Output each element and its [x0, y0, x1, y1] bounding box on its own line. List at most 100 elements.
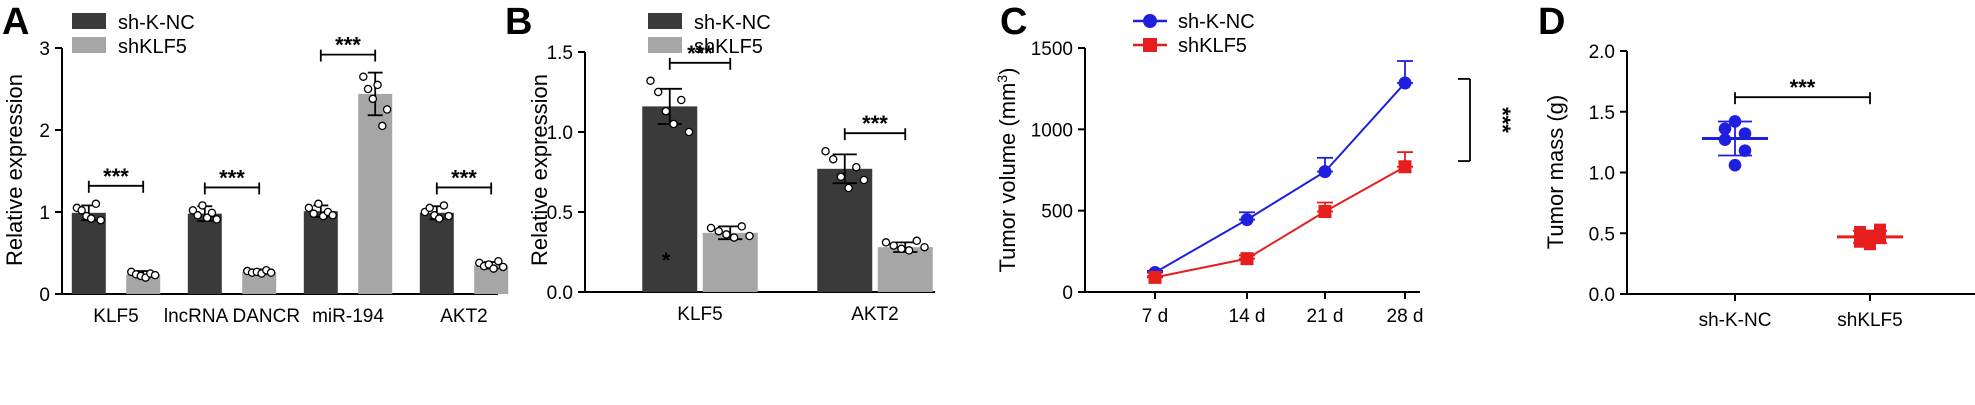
panel-a-data-point — [77, 206, 86, 215]
panel-a-data-point — [86, 214, 96, 223]
panel-a-significance-label: *** — [451, 165, 477, 190]
panel-a-ylabel: Relative expression — [2, 74, 27, 266]
panel-c-ylabel-text: Tumor volume (mm — [995, 83, 1020, 273]
legend-c-marker-shklf5 — [1143, 38, 1157, 52]
panel-b-data-point — [904, 246, 914, 255]
panel-a-data-point — [212, 215, 221, 224]
legend-a-swatch-sh-k-nc — [72, 13, 106, 29]
panel-b-data-point — [677, 95, 686, 105]
panel-b-data-point — [669, 119, 678, 129]
panel-b-data-point — [920, 242, 929, 252]
panel-c-marker-sh-k-nc — [1318, 165, 1332, 179]
panel-letter-a: A — [2, 1, 29, 43]
panel-a-data-point — [304, 203, 314, 213]
panel-b-data-point — [836, 172, 846, 182]
panel-d-point-sh-k-nc — [1728, 158, 1742, 172]
panel-b-data-point — [881, 238, 891, 247]
panel-a-y-tick-label: 2 — [39, 121, 50, 142]
panel-d-x-tick-label: shKLF5 — [1837, 310, 1902, 331]
legend-b-label-sh-k-nc: sh-K-NC — [694, 12, 771, 34]
panel-b-data-point — [684, 127, 694, 137]
panel-c-x-tick-label: 21 d — [1307, 306, 1344, 327]
panel-b-data-point — [737, 222, 747, 231]
panel-c-significance-label: *** — [1490, 107, 1515, 133]
panel-b-bar-sh-k-nc — [642, 106, 698, 293]
panel-d-y-tick-label: 0.0 — [1589, 285, 1615, 306]
panel-d-point-sh-k-nc — [1718, 122, 1732, 136]
panel-b-data-point — [706, 223, 716, 233]
panel-b-data-point — [821, 146, 830, 156]
panel-c-series-line-sh-k-nc — [1154, 82, 1406, 274]
panel-c-marker-sh-k-nc — [1398, 76, 1412, 90]
panel-a-significance-label: *** — [335, 33, 361, 58]
legend-c-label-shklf5: shKLF5 — [1178, 35, 1247, 57]
panel-b-significance-label: *** — [862, 111, 888, 136]
panel-c-y-tick-label: 0 — [1062, 283, 1073, 304]
panel-a-data-point — [373, 80, 382, 90]
panel-a-significance-label: *** — [103, 164, 129, 189]
panel-b-ylabel: Relative expression — [527, 74, 552, 266]
panel-a-bar-shklf5 — [242, 271, 277, 294]
panel-c-ylabel-sup: 3 — [994, 75, 1010, 83]
panel-b-significance-label: *** — [687, 41, 713, 66]
panel-b-bar-shklf5 — [877, 247, 933, 292]
panel-d-point-shklf5 — [1854, 235, 1866, 248]
panel-b-annotation: * — [662, 248, 671, 273]
panel-a-data-point — [314, 199, 323, 209]
panel-a-bar-sh-k-nc — [71, 212, 106, 294]
panel-c-y-tick-label: 1000 — [1031, 120, 1073, 141]
panel-a-bar-sh-k-nc — [303, 211, 338, 294]
panel-d-point-sh-k-nc — [1728, 115, 1742, 128]
panel-a-data-point — [434, 214, 444, 223]
panel-b-data-point — [852, 162, 861, 172]
panel-a-bar-shklf5 — [358, 93, 393, 294]
panel-c: Tumor volume (mm3) sh-K-NC shKLF5 0 500 10… — [994, 11, 1515, 327]
panel-a-y-tick-label: 3 — [39, 39, 50, 60]
panel-d-y-tick-label: 1.0 — [1589, 164, 1615, 185]
legend-a-label-shklf5: shKLF5 — [118, 36, 187, 58]
panel-d-y-tick-label: 1.5 — [1589, 103, 1615, 124]
panel-d-point-shklf5 — [1874, 232, 1886, 245]
panel-a-data-point — [202, 213, 212, 222]
legend-a-label-sh-k-nc: sh-K-NC — [118, 12, 195, 34]
panel-b: Relative expression sh-K-NC shKLF5 0.0 0.… — [527, 12, 935, 325]
panel-c-marker-shklf5 — [1318, 204, 1332, 218]
panel-b-x-tick-label: AKT2 — [851, 304, 899, 325]
panel-b-x-tick-label: KLF5 — [677, 304, 722, 325]
panel-d-y-tick-label: 2.0 — [1589, 42, 1615, 63]
panel-a-x-tick-label: miR-194 — [312, 306, 384, 327]
panel-b-data-point — [889, 241, 898, 250]
panel-d-y-tick-label: 0.5 — [1589, 224, 1615, 245]
panel-a-data-point — [96, 215, 105, 225]
panel-a-y-tick-label: 1 — [39, 203, 50, 224]
panel-b-y-tick-label: 1.0 — [547, 123, 573, 144]
panel-d-ylabel: Tumor mass (g) — [1543, 95, 1568, 249]
panel-d-significance-label: *** — [1790, 75, 1816, 100]
panel-a-data-point — [494, 256, 503, 266]
panel-a-y-tick-label: 0 — [39, 285, 50, 306]
panel-a-data-point — [309, 209, 318, 218]
panel-a-data-point — [378, 121, 387, 131]
panel-c-y-tick-label: 1500 — [1031, 39, 1073, 60]
panel-letter-c: C — [1000, 1, 1027, 43]
legend-b-swatch-sh-k-nc — [648, 13, 682, 29]
panel-d-point-shklf5 — [1864, 238, 1876, 251]
panel-b-data-point — [729, 233, 739, 242]
panel-a-bar-shklf5 — [126, 274, 161, 294]
legend-c-label-sh-k-nc: sh-K-NC — [1178, 11, 1255, 33]
panel-a-data-point — [266, 268, 276, 277]
legend-b-swatch-shklf5 — [648, 37, 682, 53]
panel-d-x-tick-label: sh-K-NC — [1699, 310, 1772, 331]
panel-d-point-sh-k-nc — [1738, 127, 1752, 140]
legend-b-label-shklf5: shKLF5 — [694, 36, 763, 58]
panel-a-data-point — [368, 94, 378, 104]
panel-c-marker-sh-k-nc — [1240, 213, 1254, 227]
panel-c-ylabel-end: ) — [995, 68, 1020, 75]
panel-a-data-point — [363, 84, 373, 94]
panel-a-data-point — [328, 211, 337, 220]
panel-b-data-point — [745, 231, 754, 241]
panel-a-x-tick-label: lncRNA DANCR — [164, 306, 300, 327]
panel-c-y-tick-label: 500 — [1041, 202, 1073, 223]
legend-a-swatch-shklf5 — [72, 37, 106, 53]
